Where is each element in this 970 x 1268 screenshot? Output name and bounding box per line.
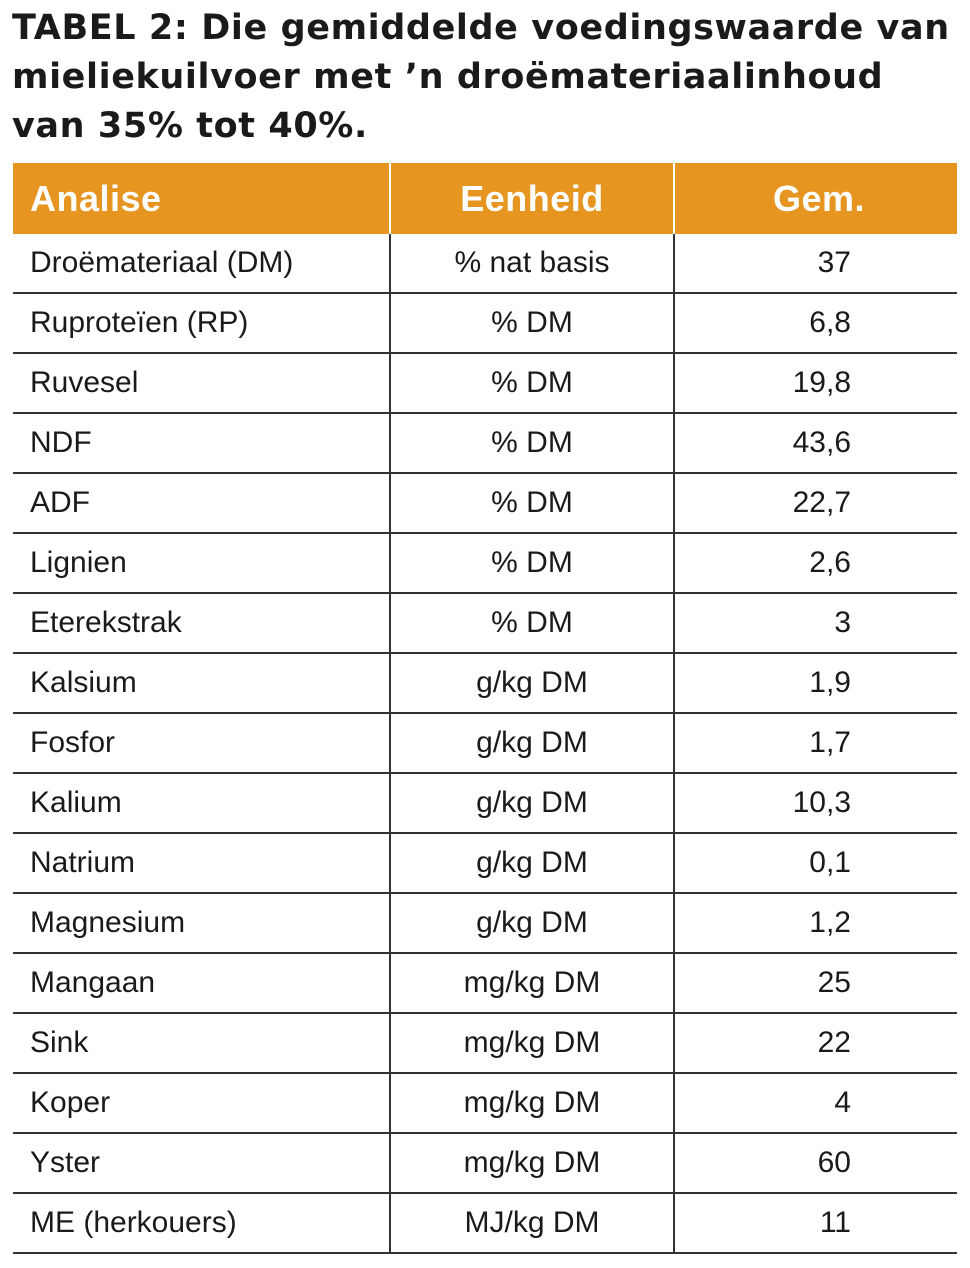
table-row: NDF% DM 43,6 bbox=[13, 413, 957, 474]
table-row: Mangaan mg/kg DM 25 bbox=[13, 953, 957, 1014]
unit-cell: g/kg DM bbox=[389, 893, 674, 954]
header-gem: Gem. bbox=[673, 163, 957, 234]
table-body: Droëmateriaal (DM)% nat basis 37 Ruproteïe… bbox=[13, 234, 957, 1254]
table-row: Yster mg/kg DM 60 bbox=[13, 1133, 957, 1194]
table-row: Koper mg/kg DM 4 bbox=[13, 1073, 957, 1134]
nutrition-table: Analise Eenheid Gem. Droëmateriaal (DM)%… bbox=[13, 163, 957, 1254]
value-cell: 37 bbox=[673, 234, 957, 294]
table-row: Lignien% DM 2,6 bbox=[13, 533, 957, 594]
analysis-cell: Eterekstrak bbox=[13, 593, 390, 654]
table-row: Eterekstrak% DM 3 bbox=[13, 593, 957, 654]
analysis-cell: Magnesium bbox=[13, 893, 390, 954]
table-title: TABEL 2: Die gemiddelde voedingswaarde v… bbox=[12, 4, 962, 151]
value-cell: 1,9 bbox=[673, 653, 957, 714]
analysis-cell: ME (herkouers) bbox=[13, 1193, 390, 1254]
table-row: Fosfor g/kg DM 1,7 bbox=[13, 713, 957, 774]
header-eenheid: Eenheid bbox=[389, 163, 674, 234]
unit-cell: g/kg DM bbox=[389, 653, 674, 714]
table-row: Droëmateriaal (DM)% nat basis 37 bbox=[13, 234, 957, 294]
table-row: Kalium g/kg DM 10,3 bbox=[13, 773, 957, 834]
unit-cell: % DM bbox=[389, 593, 674, 654]
value-cell: 43,6 bbox=[673, 413, 957, 474]
header-row: Analise Eenheid Gem. bbox=[13, 163, 957, 234]
analysis-cell: NDF bbox=[13, 413, 390, 474]
unit-cell: mg/kg DM bbox=[389, 1073, 674, 1134]
unit-cell: % DM bbox=[389, 353, 674, 414]
unit-cell: % nat basis bbox=[389, 234, 674, 294]
analysis-cell: Ruproteïen (RP) bbox=[13, 293, 390, 354]
table-row: Natrium g/kg DM 0,1 bbox=[13, 833, 957, 894]
analysis-cell: Droëmateriaal (DM) bbox=[13, 234, 390, 294]
value-cell: 11 bbox=[673, 1193, 957, 1254]
table-row: Kalsium g/kg DM 1,9 bbox=[13, 653, 957, 714]
unit-cell: g/kg DM bbox=[389, 773, 674, 834]
unit-cell: mg/kg DM bbox=[389, 953, 674, 1014]
value-cell: 10,3 bbox=[673, 773, 957, 834]
table-row: Ruvesel% DM 19,8 bbox=[13, 353, 957, 414]
analysis-cell: ADF bbox=[13, 473, 390, 534]
value-cell: 22 bbox=[673, 1013, 957, 1074]
value-cell: 60 bbox=[673, 1133, 957, 1194]
value-cell: 1,7 bbox=[673, 713, 957, 774]
unit-cell: g/kg DM bbox=[389, 833, 674, 894]
analysis-cell: Kalsium bbox=[13, 653, 390, 714]
table-row: ME (herkouers) MJ/kg DM 11 bbox=[13, 1193, 957, 1254]
analysis-cell: Koper bbox=[13, 1073, 390, 1134]
title-line-2: mieliekuilvoer met ’n droëmateriaalinhou… bbox=[12, 57, 884, 97]
value-cell: 2,6 bbox=[673, 533, 957, 594]
table-row: ADF% DM 22,7 bbox=[13, 473, 957, 534]
unit-cell: g/kg DM bbox=[389, 713, 674, 774]
value-cell: 1,2 bbox=[673, 893, 957, 954]
table-row: Magnesium g/kg DM 1,2 bbox=[13, 893, 957, 954]
value-cell: 19,8 bbox=[673, 353, 957, 414]
analysis-cell: Yster bbox=[13, 1133, 390, 1194]
table-header: Analise Eenheid Gem. bbox=[13, 163, 957, 234]
unit-cell: % DM bbox=[389, 413, 674, 474]
value-cell: 4 bbox=[673, 1073, 957, 1134]
analysis-cell: Fosfor bbox=[13, 713, 390, 774]
analysis-cell: Mangaan bbox=[13, 953, 390, 1014]
table-row: Sink mg/kg DM 22 bbox=[13, 1013, 957, 1074]
analysis-cell: Sink bbox=[13, 1013, 390, 1074]
value-cell: 3 bbox=[673, 593, 957, 654]
header-analise: Analise bbox=[13, 163, 390, 234]
title-line-3: van 35% tot 40%. bbox=[12, 106, 368, 146]
unit-cell: mg/kg DM bbox=[389, 1133, 674, 1194]
unit-cell: % DM bbox=[389, 293, 674, 354]
title-line-1: TABEL 2: Die gemiddelde voedingswaarde v… bbox=[12, 8, 950, 48]
analysis-cell: Lignien bbox=[13, 533, 390, 594]
unit-cell: mg/kg DM bbox=[389, 1013, 674, 1074]
value-cell: 22,7 bbox=[673, 473, 957, 534]
unit-cell: % DM bbox=[389, 473, 674, 534]
unit-cell: % DM bbox=[389, 533, 674, 594]
value-cell: 6,8 bbox=[673, 293, 957, 354]
value-cell: 25 bbox=[673, 953, 957, 1014]
analysis-cell: Natrium bbox=[13, 833, 390, 894]
analysis-cell: Ruvesel bbox=[13, 353, 390, 414]
value-cell: 0,1 bbox=[673, 833, 957, 894]
analysis-cell: Kalium bbox=[13, 773, 390, 834]
unit-cell: MJ/kg DM bbox=[389, 1193, 674, 1254]
table-row: Ruproteïen (RP)% DM 6,8 bbox=[13, 293, 957, 354]
